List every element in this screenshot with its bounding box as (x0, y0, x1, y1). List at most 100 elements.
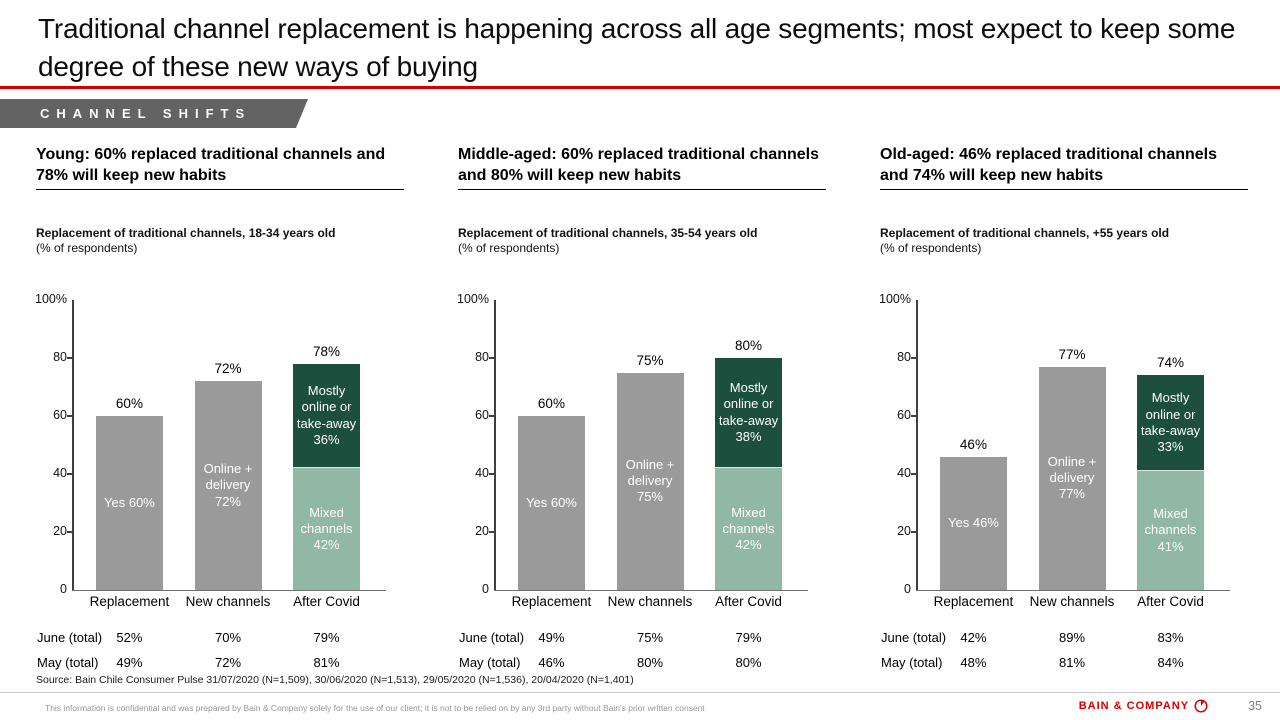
bar-segment: Mixed channels 42% (715, 468, 783, 590)
category-label: Replacement (89, 594, 170, 609)
bar-value-label: 60% (537, 396, 565, 411)
total-value: 49% (538, 630, 565, 645)
total-value: 49% (116, 655, 143, 670)
bar-value-label: 60% (115, 396, 143, 411)
total-value: 48% (960, 655, 987, 670)
bar-value-label: 80% (735, 338, 763, 353)
bar: Mixed channels 42% Mostly online or take-… (715, 358, 783, 590)
category-label: Replacement (933, 594, 1014, 609)
bar-segment: Online + delivery 77% (1038, 366, 1106, 590)
june-totals-row: June (total) 52% 70% 79% (36, 630, 404, 655)
ytick-label: 40 (897, 466, 911, 480)
total-value: 52% (116, 630, 143, 645)
page-number: 35 (1248, 699, 1262, 713)
bars-region: Yes 60% 60% Online + delivery 75% 75% Mixed … (496, 300, 804, 590)
ytick-label: 60 (897, 408, 911, 422)
ytick-mark (489, 531, 494, 533)
ytick-mark (489, 473, 494, 475)
ytick-label: 20 (53, 524, 67, 538)
june-totals-row: June (total) 42% 89% 83% (880, 630, 1248, 655)
ytick-label: 40 (475, 466, 489, 480)
chart-title: Replacement of traditional channels, 18-… (36, 226, 336, 240)
category-axis: Replacement New channels After Covid (74, 594, 382, 614)
chart-subtitle: (% of respondents) (458, 241, 560, 255)
bars-region: Yes 60% 60% Online + delivery 72% 72% Mixed … (74, 300, 382, 590)
totals-table: June (total) 52% 70% 79% May (total) 49% 72… (36, 630, 404, 680)
y-axis-line (494, 300, 496, 590)
totals-table: June (total) 49% 75% 79% May (total) 46% 80… (458, 630, 826, 680)
may-label: May (total) (459, 655, 521, 670)
ytick-label: 40 (53, 466, 67, 480)
x-axis-line (72, 589, 386, 591)
brand-block: BAIN & COMPANY 35 (1079, 699, 1262, 713)
total-value: 72% (214, 655, 242, 670)
ytick-mark (911, 473, 916, 475)
ytick-mark (67, 415, 72, 417)
total-value: 79% (735, 630, 762, 645)
column-header: Old-aged: 46% replaced traditional chann… (880, 142, 1248, 190)
bar: Online + delivery 72% (194, 381, 262, 590)
june-label: June (total) (881, 630, 947, 645)
may-totals-row: May (total) 49% 72% 81% (36, 655, 404, 680)
bar: Mixed channels 41% Mostly online or take-… (1137, 375, 1205, 590)
total-value: 89% (1058, 630, 1086, 645)
may-label: May (total) (881, 655, 943, 670)
x-axis-line (494, 589, 808, 591)
bar-value-label: 75% (636, 352, 664, 368)
total-value: 80% (636, 655, 664, 670)
may-totals-row: May (total) 46% 80% 80% (458, 655, 826, 680)
channel-shifts-tag: CHANNEL SHIFTS (0, 99, 308, 128)
june-totals-row: June (total) 49% 75% 79% (458, 630, 826, 655)
category-label: After Covid (293, 594, 360, 609)
total-value: 80% (735, 655, 762, 670)
bar-value-label: 77% (1058, 346, 1086, 362)
segment-column-old-aged: Old-aged: 46% replaced traditional chann… (879, 142, 1248, 702)
column-header: Middle-aged: 60% replaced traditional ch… (458, 142, 826, 190)
june-label: June (total) (459, 630, 525, 645)
segment-column-middle-aged: Middle-aged: 60% replaced traditional ch… (457, 142, 826, 702)
x-axis-line (916, 589, 1230, 591)
category-label: New channels (185, 594, 271, 609)
ytick-label: 0 (904, 582, 911, 596)
may-totals-row: May (total) 48% 81% 84% (880, 655, 1248, 680)
footer-divider (0, 692, 1280, 693)
ytick-label: 0 (60, 582, 67, 596)
ytick-mark (911, 357, 916, 359)
chart-title: Replacement of traditional channels, +55… (880, 226, 1170, 240)
bars-region: Yes 46% 46% Online + delivery 77% 77% Mixed … (918, 300, 1226, 590)
ytick-label: 100% (35, 292, 67, 306)
bar-segment: Mostly online or take-away 36% (293, 363, 361, 469)
ytick-label: 60 (53, 408, 67, 422)
bar-segment: Mixed channels 41% (1137, 471, 1205, 590)
total-value: 70% (214, 630, 242, 645)
bar: Mixed channels 42% Mostly online or take-… (293, 363, 361, 590)
chart-title: Replacement of traditional channels, 35-… (458, 226, 758, 240)
total-value: 46% (538, 655, 565, 670)
ytick-label: 20 (897, 524, 911, 538)
ytick-label: 80 (897, 350, 911, 364)
bar-segment: Yes 60% (517, 416, 585, 590)
total-value: 84% (1157, 655, 1184, 670)
slide-title: Traditional channel replacement is happe… (38, 13, 1236, 83)
title-divider-rule (0, 86, 1280, 89)
total-value: 75% (636, 630, 664, 645)
bar-segment: Mostly online or take-away 33% (1137, 375, 1205, 472)
june-label: June (total) (37, 630, 103, 645)
bar: Yes 46% (939, 456, 1007, 590)
bar-value-label: 74% (1157, 355, 1185, 371)
bar-segment: Online + delivery 72% (194, 381, 262, 590)
category-label: New channels (607, 594, 693, 609)
total-value: 42% (960, 630, 987, 645)
ytick-mark (489, 357, 494, 359)
category-label: After Covid (1137, 594, 1204, 609)
bar-value-label: 72% (214, 361, 242, 377)
bar-segment: Online + delivery 75% (616, 372, 684, 590)
ytick-mark (489, 415, 494, 417)
ytick-label: 0 (482, 582, 489, 596)
bar: Yes 60% (517, 416, 585, 590)
plot-area: Replacement New channels After Covid 100% 8… (457, 292, 826, 609)
bar-value-label: 78% (313, 343, 341, 359)
bar-segment: Yes 46% (939, 456, 1007, 590)
y-axis-line (916, 300, 918, 590)
